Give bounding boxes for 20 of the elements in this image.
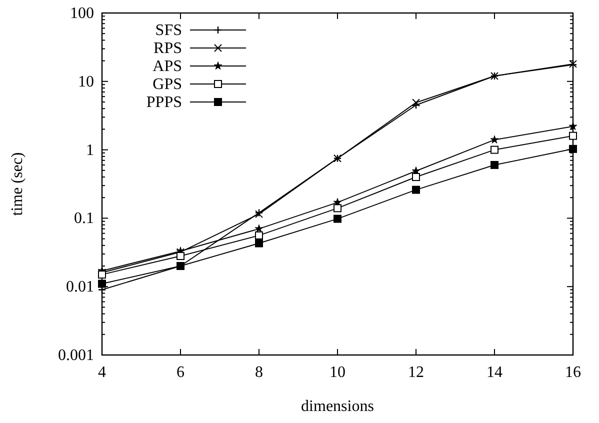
legend-label: RPS (154, 40, 182, 57)
legend-label: SFS (155, 22, 182, 39)
legend-label: APS (152, 58, 182, 75)
legend-label: PPPS (146, 94, 182, 111)
x-tick-label: 14 (486, 364, 502, 381)
y-axis-title: time (sec) (9, 152, 26, 216)
y-tick-label: 0.01 (66, 278, 94, 296)
x-tick-label: 6 (176, 364, 184, 381)
y-tick-label: 100 (70, 5, 94, 22)
x-tick-label: 4 (98, 364, 106, 381)
y-tick-label: 10 (78, 73, 94, 90)
y-tick-label: 0.001 (58, 347, 94, 364)
y-tick-label: 0.1 (74, 210, 94, 228)
x-tick-label: 10 (330, 364, 346, 381)
y-tick-label: 1 (86, 142, 94, 159)
x-axis-title: dimensions (301, 398, 374, 415)
x-tick-label: 8 (255, 364, 263, 381)
legend-label: GPS (152, 76, 182, 93)
x-tick-label: 16 (565, 364, 581, 381)
x-tick-label: 12 (408, 364, 424, 381)
